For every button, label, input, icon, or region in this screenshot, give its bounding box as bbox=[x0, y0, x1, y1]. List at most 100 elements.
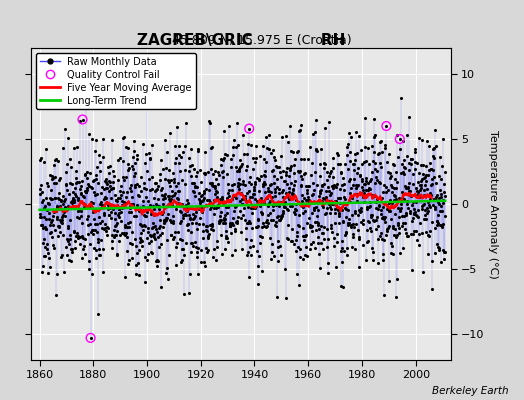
Point bbox=[259, 156, 268, 162]
Point bbox=[202, 226, 211, 233]
Point bbox=[146, 238, 155, 244]
Point bbox=[151, 236, 159, 242]
Point bbox=[250, 181, 259, 187]
Point bbox=[205, 231, 213, 237]
Point bbox=[402, 185, 410, 191]
Point bbox=[319, 246, 327, 253]
Point bbox=[410, 146, 419, 152]
Point bbox=[143, 256, 151, 263]
Point bbox=[95, 252, 104, 258]
Point bbox=[250, 159, 259, 165]
Point bbox=[185, 290, 193, 296]
Point bbox=[65, 240, 73, 247]
Point bbox=[369, 116, 378, 122]
Point bbox=[215, 219, 223, 226]
Point bbox=[416, 231, 424, 237]
Point bbox=[392, 276, 401, 282]
Point bbox=[430, 174, 438, 180]
Point bbox=[168, 193, 177, 199]
Point bbox=[357, 184, 366, 190]
Point bbox=[358, 161, 367, 168]
Point bbox=[225, 186, 233, 193]
Point bbox=[242, 198, 250, 204]
Point bbox=[346, 224, 355, 230]
Point bbox=[101, 224, 109, 231]
Point bbox=[363, 204, 371, 210]
Point bbox=[168, 219, 176, 226]
Point bbox=[109, 184, 117, 191]
Point bbox=[377, 138, 386, 144]
Point bbox=[174, 142, 183, 149]
Point bbox=[314, 233, 322, 240]
Point bbox=[183, 222, 192, 228]
Point bbox=[68, 249, 77, 255]
Point bbox=[318, 202, 326, 208]
Point bbox=[280, 202, 288, 209]
Point bbox=[231, 228, 239, 235]
Point bbox=[57, 254, 65, 260]
Point bbox=[67, 258, 75, 264]
Point bbox=[194, 196, 203, 203]
Point bbox=[181, 167, 190, 173]
Point bbox=[371, 166, 379, 172]
Point bbox=[349, 234, 357, 240]
Point bbox=[42, 226, 50, 232]
Point bbox=[104, 201, 112, 208]
Point bbox=[40, 253, 49, 259]
Point bbox=[267, 180, 275, 187]
Point bbox=[149, 195, 158, 202]
Point bbox=[399, 138, 408, 144]
Point bbox=[88, 227, 96, 233]
Point bbox=[311, 218, 319, 225]
Point bbox=[320, 224, 328, 230]
Point bbox=[427, 192, 435, 198]
Point bbox=[361, 115, 369, 121]
Point bbox=[417, 206, 425, 212]
Point bbox=[62, 236, 71, 242]
Point bbox=[368, 245, 377, 252]
Point bbox=[272, 213, 281, 220]
Point bbox=[373, 196, 381, 202]
Point bbox=[361, 144, 369, 150]
Point bbox=[236, 163, 245, 169]
Point bbox=[194, 146, 202, 152]
Point bbox=[276, 252, 285, 258]
Point bbox=[109, 185, 117, 191]
Point bbox=[290, 241, 299, 247]
Point bbox=[112, 232, 120, 238]
Point bbox=[365, 219, 373, 226]
Point bbox=[310, 205, 319, 212]
Point bbox=[47, 228, 56, 235]
Point bbox=[308, 192, 316, 198]
Point bbox=[406, 193, 414, 199]
Point bbox=[187, 249, 195, 256]
Point bbox=[105, 212, 113, 218]
Point bbox=[185, 154, 193, 161]
Point bbox=[383, 226, 391, 232]
Point bbox=[224, 197, 233, 203]
Point bbox=[189, 243, 197, 249]
Point bbox=[38, 222, 46, 228]
Point bbox=[108, 244, 116, 251]
Point bbox=[230, 193, 238, 200]
Point bbox=[60, 204, 69, 210]
Point bbox=[337, 170, 345, 176]
Point bbox=[308, 228, 316, 234]
Point bbox=[40, 214, 48, 220]
Point bbox=[177, 217, 185, 224]
Point bbox=[310, 169, 319, 176]
Point bbox=[123, 224, 131, 230]
Point bbox=[182, 239, 190, 246]
Point bbox=[440, 189, 449, 195]
Point bbox=[343, 152, 352, 158]
Point bbox=[37, 222, 46, 228]
Point bbox=[304, 193, 312, 200]
Point bbox=[253, 248, 261, 255]
Point bbox=[369, 249, 377, 255]
Point bbox=[48, 196, 57, 202]
Point bbox=[246, 220, 254, 227]
Point bbox=[137, 236, 145, 243]
Point bbox=[285, 196, 293, 202]
Point bbox=[235, 186, 243, 192]
Point bbox=[335, 194, 344, 201]
